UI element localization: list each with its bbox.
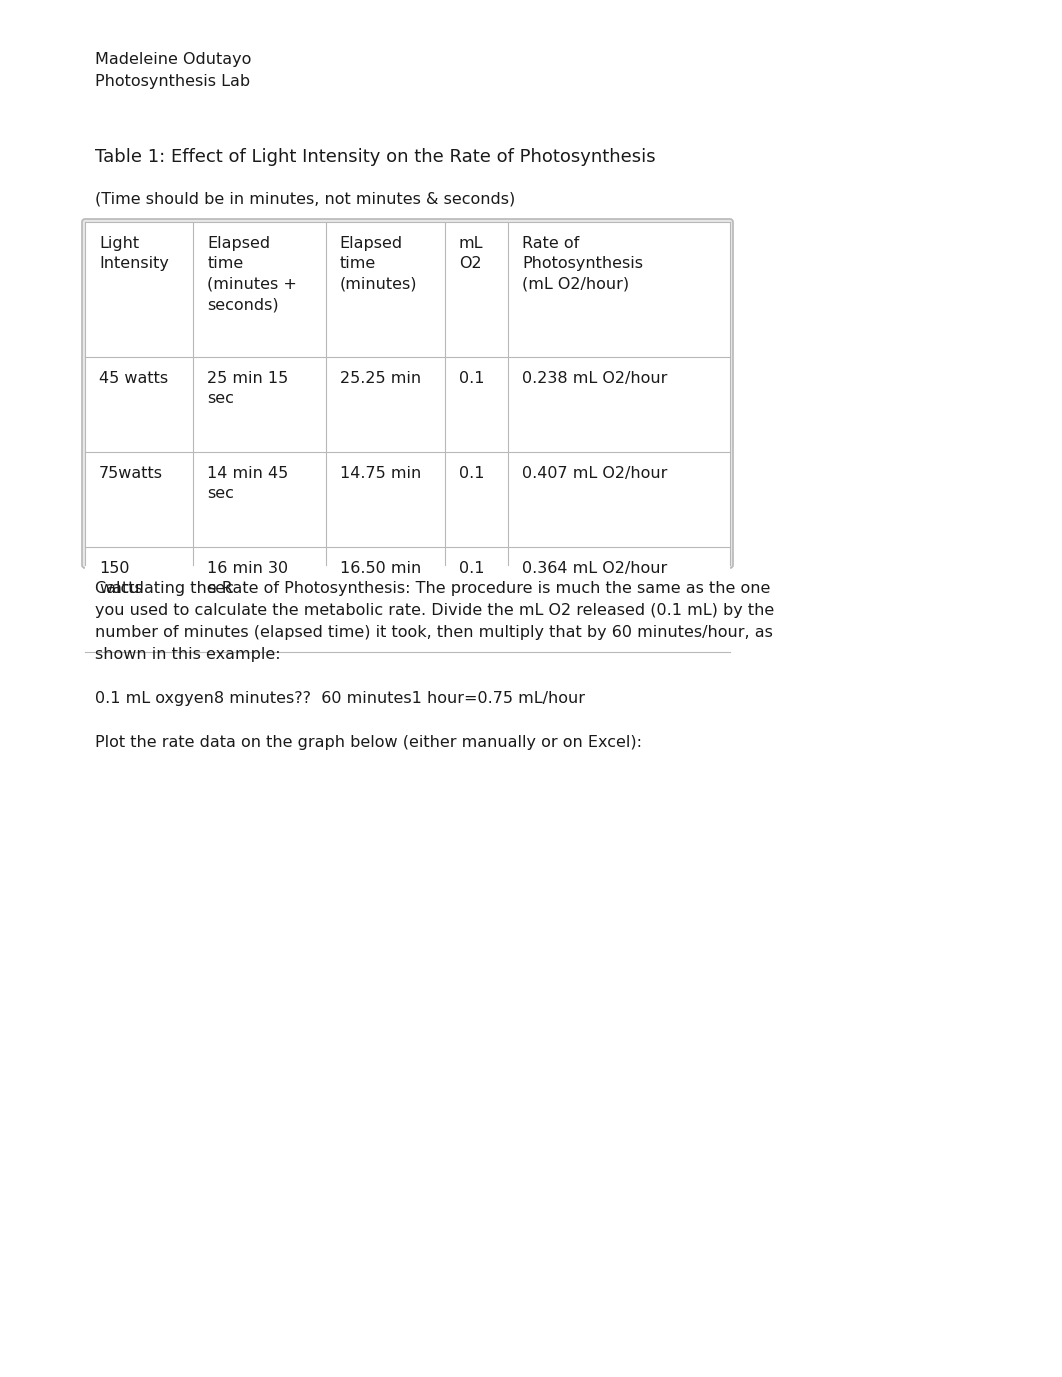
Text: 150
watts: 150 watts (99, 560, 142, 596)
Text: 25 min 15
sec: 25 min 15 sec (207, 370, 289, 406)
Bar (326, 222, 445, 357)
Bar (193, 357, 326, 452)
Bar (85, 452, 193, 547)
Bar (508, 357, 730, 452)
Bar (508, 547, 730, 651)
Bar (445, 452, 508, 547)
Text: Elapsed
time
(minutes): Elapsed time (minutes) (340, 235, 417, 292)
Text: Rate of
Photosynthesis
(mL O2/hour): Rate of Photosynthesis (mL O2/hour) (523, 235, 644, 292)
Text: Photosynthesis Lab: Photosynthesis Lab (95, 74, 251, 90)
Bar (326, 357, 445, 452)
Text: Calculating the Rate of Photosynthesis: The procedure is much the same as the on: Calculating the Rate of Photosynthesis: … (95, 581, 770, 596)
Text: 0.1: 0.1 (459, 465, 484, 481)
Bar (445, 547, 508, 651)
FancyBboxPatch shape (82, 219, 733, 567)
Text: 14 min 45
sec: 14 min 45 sec (207, 465, 289, 501)
Text: 0.407 mL O2/hour: 0.407 mL O2/hour (523, 465, 668, 481)
Bar (445, 222, 508, 357)
Bar (445, 357, 508, 452)
Text: 25.25 min: 25.25 min (340, 370, 421, 386)
Bar (508, 222, 730, 357)
Bar (85, 357, 193, 452)
Bar (193, 547, 326, 651)
Bar (326, 452, 445, 547)
Text: 16.50 min: 16.50 min (340, 560, 421, 576)
Text: 0.1 mL oxgyen8 minutes??  60 minutes1 hour=0.75 mL/hour: 0.1 mL oxgyen8 minutes?? 60 minutes1 hou… (95, 691, 585, 706)
Text: mL
O2: mL O2 (459, 235, 483, 271)
Bar (85, 547, 193, 651)
Bar (326, 547, 445, 651)
Text: Plot the rate data on the graph below (either manually or on Excel):: Plot the rate data on the graph below (e… (95, 735, 643, 750)
Text: 16 min 30
sec: 16 min 30 sec (207, 560, 289, 596)
Text: 14.75 min: 14.75 min (340, 465, 421, 481)
Text: 75watts: 75watts (99, 465, 162, 481)
Bar (193, 452, 326, 547)
Bar (85, 222, 193, 357)
Text: you used to calculate the metabolic rate. Divide the mL O2 released (0.1 mL) by : you used to calculate the metabolic rate… (95, 603, 774, 618)
Bar (508, 452, 730, 547)
Text: 45 watts: 45 watts (99, 370, 168, 386)
Text: 0.238 mL O2/hour: 0.238 mL O2/hour (523, 370, 668, 386)
Text: Elapsed
time
(minutes +
seconds): Elapsed time (minutes + seconds) (207, 235, 297, 313)
Text: 0.1: 0.1 (459, 560, 484, 576)
Bar (193, 222, 326, 357)
Text: Madeleine Odutayo: Madeleine Odutayo (95, 52, 252, 67)
Text: (Time should be in minutes, not minutes & seconds): (Time should be in minutes, not minutes … (95, 191, 515, 207)
Text: 0.364 mL O2/hour: 0.364 mL O2/hour (523, 560, 667, 576)
Text: Table 1: Effect of Light Intensity on the Rate of Photosynthesis: Table 1: Effect of Light Intensity on th… (95, 147, 655, 167)
Text: number of minutes (elapsed time) it took, then multiply that by 60 minutes/hour,: number of minutes (elapsed time) it took… (95, 625, 773, 640)
Text: Light
Intensity: Light Intensity (99, 235, 169, 271)
Text: shown in this example:: shown in this example: (95, 647, 280, 662)
Text: 0.1: 0.1 (459, 370, 484, 386)
